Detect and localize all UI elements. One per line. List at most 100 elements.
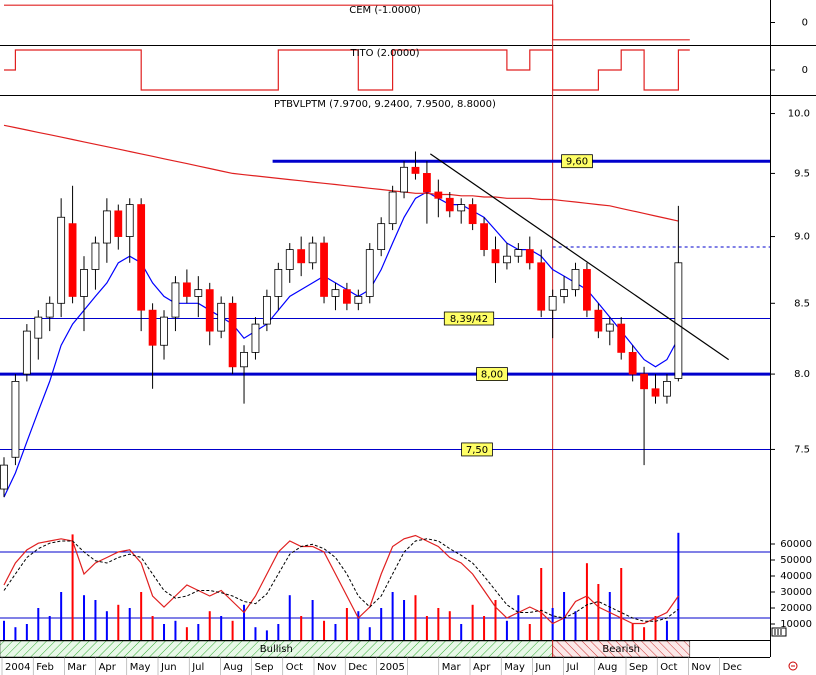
- x-tick-label: Jun: [534, 662, 551, 673]
- volume-bar: [288, 595, 291, 640]
- volume-bar: [323, 620, 326, 640]
- volume-bar: [574, 611, 577, 640]
- candle-body: [308, 242, 317, 264]
- volume-bar: [37, 608, 40, 640]
- volume-bar: [48, 616, 51, 640]
- x-tick-label: Mar: [67, 662, 87, 673]
- volume-bar: [220, 616, 223, 640]
- volume-bar: [677, 532, 680, 640]
- y-tick-label: 7.5: [794, 444, 810, 455]
- candle-body: [171, 282, 180, 318]
- x-tick-label: Apr: [99, 662, 117, 673]
- volume-bar: [265, 630, 268, 640]
- volume-bar: [425, 616, 428, 640]
- volume-bar: [83, 595, 86, 640]
- level-label-box: [476, 367, 508, 381]
- volume-bar: [311, 600, 314, 640]
- volume-bar: [437, 608, 440, 640]
- volume-bar: [231, 620, 234, 640]
- candle-body: [34, 316, 43, 339]
- oscillator-line: [3, 538, 679, 622]
- candle-body: [640, 373, 648, 390]
- candle-body: [628, 351, 637, 375]
- y-tick-label: 20000: [780, 603, 812, 614]
- candle-body: [0, 464, 8, 490]
- candle-body: [468, 204, 477, 225]
- candle-body: [57, 216, 66, 304]
- y-tick-label: 60000: [780, 539, 812, 550]
- zone-label: Bearish: [602, 644, 640, 655]
- candle-body: [228, 302, 237, 368]
- candle-body: [297, 249, 306, 264]
- x-tick-label: Feb: [36, 662, 54, 673]
- candle-body: [537, 262, 546, 311]
- volume-bar: [505, 620, 508, 640]
- close-icon[interactable]: [788, 661, 798, 671]
- x-tick-label: 2005: [379, 662, 404, 673]
- volume-bar: [25, 624, 28, 640]
- volume-bar: [380, 608, 383, 640]
- candle-body: [434, 191, 443, 199]
- volume-bar: [151, 616, 154, 640]
- candle-body: [45, 302, 54, 318]
- candle-body: [342, 289, 351, 304]
- candle-body: [80, 269, 88, 297]
- volume-bar: [300, 616, 303, 640]
- x-tick-label: Dec: [723, 662, 742, 673]
- candle-body: [274, 269, 283, 297]
- volume-bar: [483, 616, 486, 640]
- panel-title: CEM (-1.0000): [349, 5, 421, 16]
- candle-body: [365, 249, 374, 297]
- volume-bar: [243, 604, 246, 640]
- y-tick-label: 30000: [780, 587, 812, 598]
- candle-body: [320, 242, 328, 297]
- level-label: 8,00: [481, 370, 503, 381]
- volume-bar: [391, 592, 394, 640]
- volume-bar: [608, 592, 611, 640]
- oscillator-line: [3, 534, 679, 625]
- volume-bar: [368, 627, 371, 640]
- volume-bar: [185, 627, 188, 640]
- x-tick-label: Sep: [629, 662, 648, 673]
- x-tick-label: Aug: [223, 662, 243, 673]
- volume-bar: [540, 568, 543, 640]
- candle-body: [457, 204, 466, 212]
- volume-bar: [128, 608, 131, 640]
- panel-title: TITO (2.0000): [349, 48, 419, 59]
- candle-body: [674, 262, 683, 379]
- candle-body: [377, 223, 386, 251]
- volume-bar: [208, 611, 211, 640]
- x-tick-label: Dec: [348, 662, 367, 673]
- candle-body: [160, 316, 168, 346]
- candle-body: [251, 323, 260, 353]
- level-label-box: [461, 442, 493, 457]
- volume-bar: [403, 600, 406, 640]
- indicator-line: [4, 49, 690, 91]
- volume-bar: [94, 600, 97, 640]
- candle-body: [560, 289, 568, 297]
- volume-bar: [528, 624, 531, 640]
- candle-body: [91, 242, 100, 270]
- y-tick-label: 8.0: [794, 369, 810, 380]
- volume-bar: [105, 611, 108, 640]
- y-tick-label: 10.0: [788, 109, 810, 120]
- candle-body: [594, 309, 603, 332]
- volume-bar: [620, 568, 623, 640]
- candle-body: [22, 330, 31, 375]
- candle-body: [102, 210, 111, 244]
- candle-body: [411, 166, 420, 174]
- candle-body: [240, 351, 248, 368]
- y-tick-label: 9.5: [794, 168, 810, 179]
- moving-average: [3, 191, 679, 498]
- candle-body: [583, 269, 591, 311]
- x-tick-label: Oct: [286, 662, 303, 673]
- candle-body: [663, 381, 671, 397]
- candle-body: [571, 269, 580, 291]
- volume-bar: [448, 611, 451, 640]
- scroll-icon[interactable]: [771, 627, 787, 637]
- candle-body: [11, 381, 20, 458]
- volume-bar: [585, 563, 588, 640]
- indicator-line: [4, 4, 690, 41]
